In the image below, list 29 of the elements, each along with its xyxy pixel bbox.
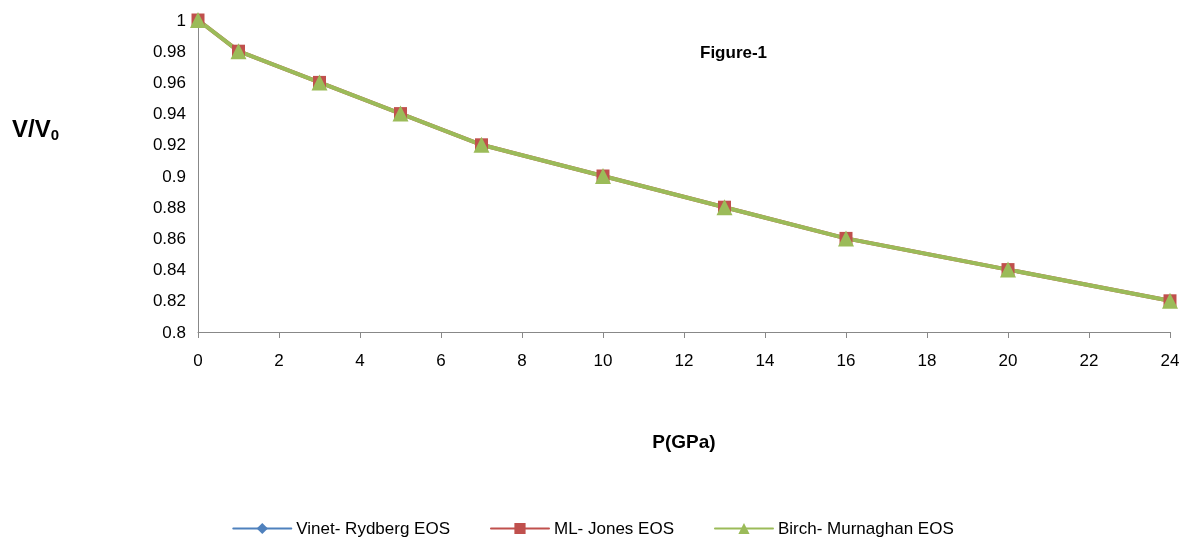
legend-label: ML- Jones EOS — [553, 519, 674, 538]
x-tick-label: 14 — [755, 351, 775, 370]
y-tick-label: 0.8 — [162, 322, 186, 342]
x-tick-label: 24 — [1160, 351, 1180, 370]
annotation: Figure-1 — [700, 43, 768, 62]
x-tick-label: 20 — [998, 351, 1018, 370]
y-tick-label: 0.82 — [152, 291, 186, 311]
y-tick-label: 1 — [176, 10, 186, 30]
x-tick-label: 10 — [593, 351, 613, 370]
x-tick-label: 8 — [517, 351, 527, 370]
x-tick-label: 12 — [674, 351, 694, 370]
legend-label: Birch- Murnaghan EOS — [777, 519, 954, 538]
y-tick-label: 0.86 — [152, 228, 186, 248]
y-tick-label: 0.96 — [152, 72, 186, 92]
x-tick-label: 4 — [355, 351, 365, 370]
legend-label: Vinet- Rydberg EOS — [296, 519, 450, 538]
y-tick-label: 0.98 — [152, 41, 186, 61]
x-axis-title: P(GPa) — [652, 431, 716, 452]
x-tick-label: 2 — [274, 351, 284, 370]
x-tick-label: 18 — [917, 351, 937, 370]
x-tick-label: 0 — [193, 351, 203, 370]
y-tick-label: 0.94 — [152, 104, 186, 124]
y-tick-label: 0.9 — [162, 166, 186, 186]
y-tick-label: 0.84 — [152, 260, 186, 280]
y-tick-label: 0.92 — [152, 135, 186, 155]
x-tick-label: 22 — [1079, 351, 1099, 370]
x-tick-label: 16 — [836, 351, 856, 370]
x-tick-label: 6 — [436, 351, 446, 370]
y-tick-label: 0.88 — [152, 197, 186, 217]
